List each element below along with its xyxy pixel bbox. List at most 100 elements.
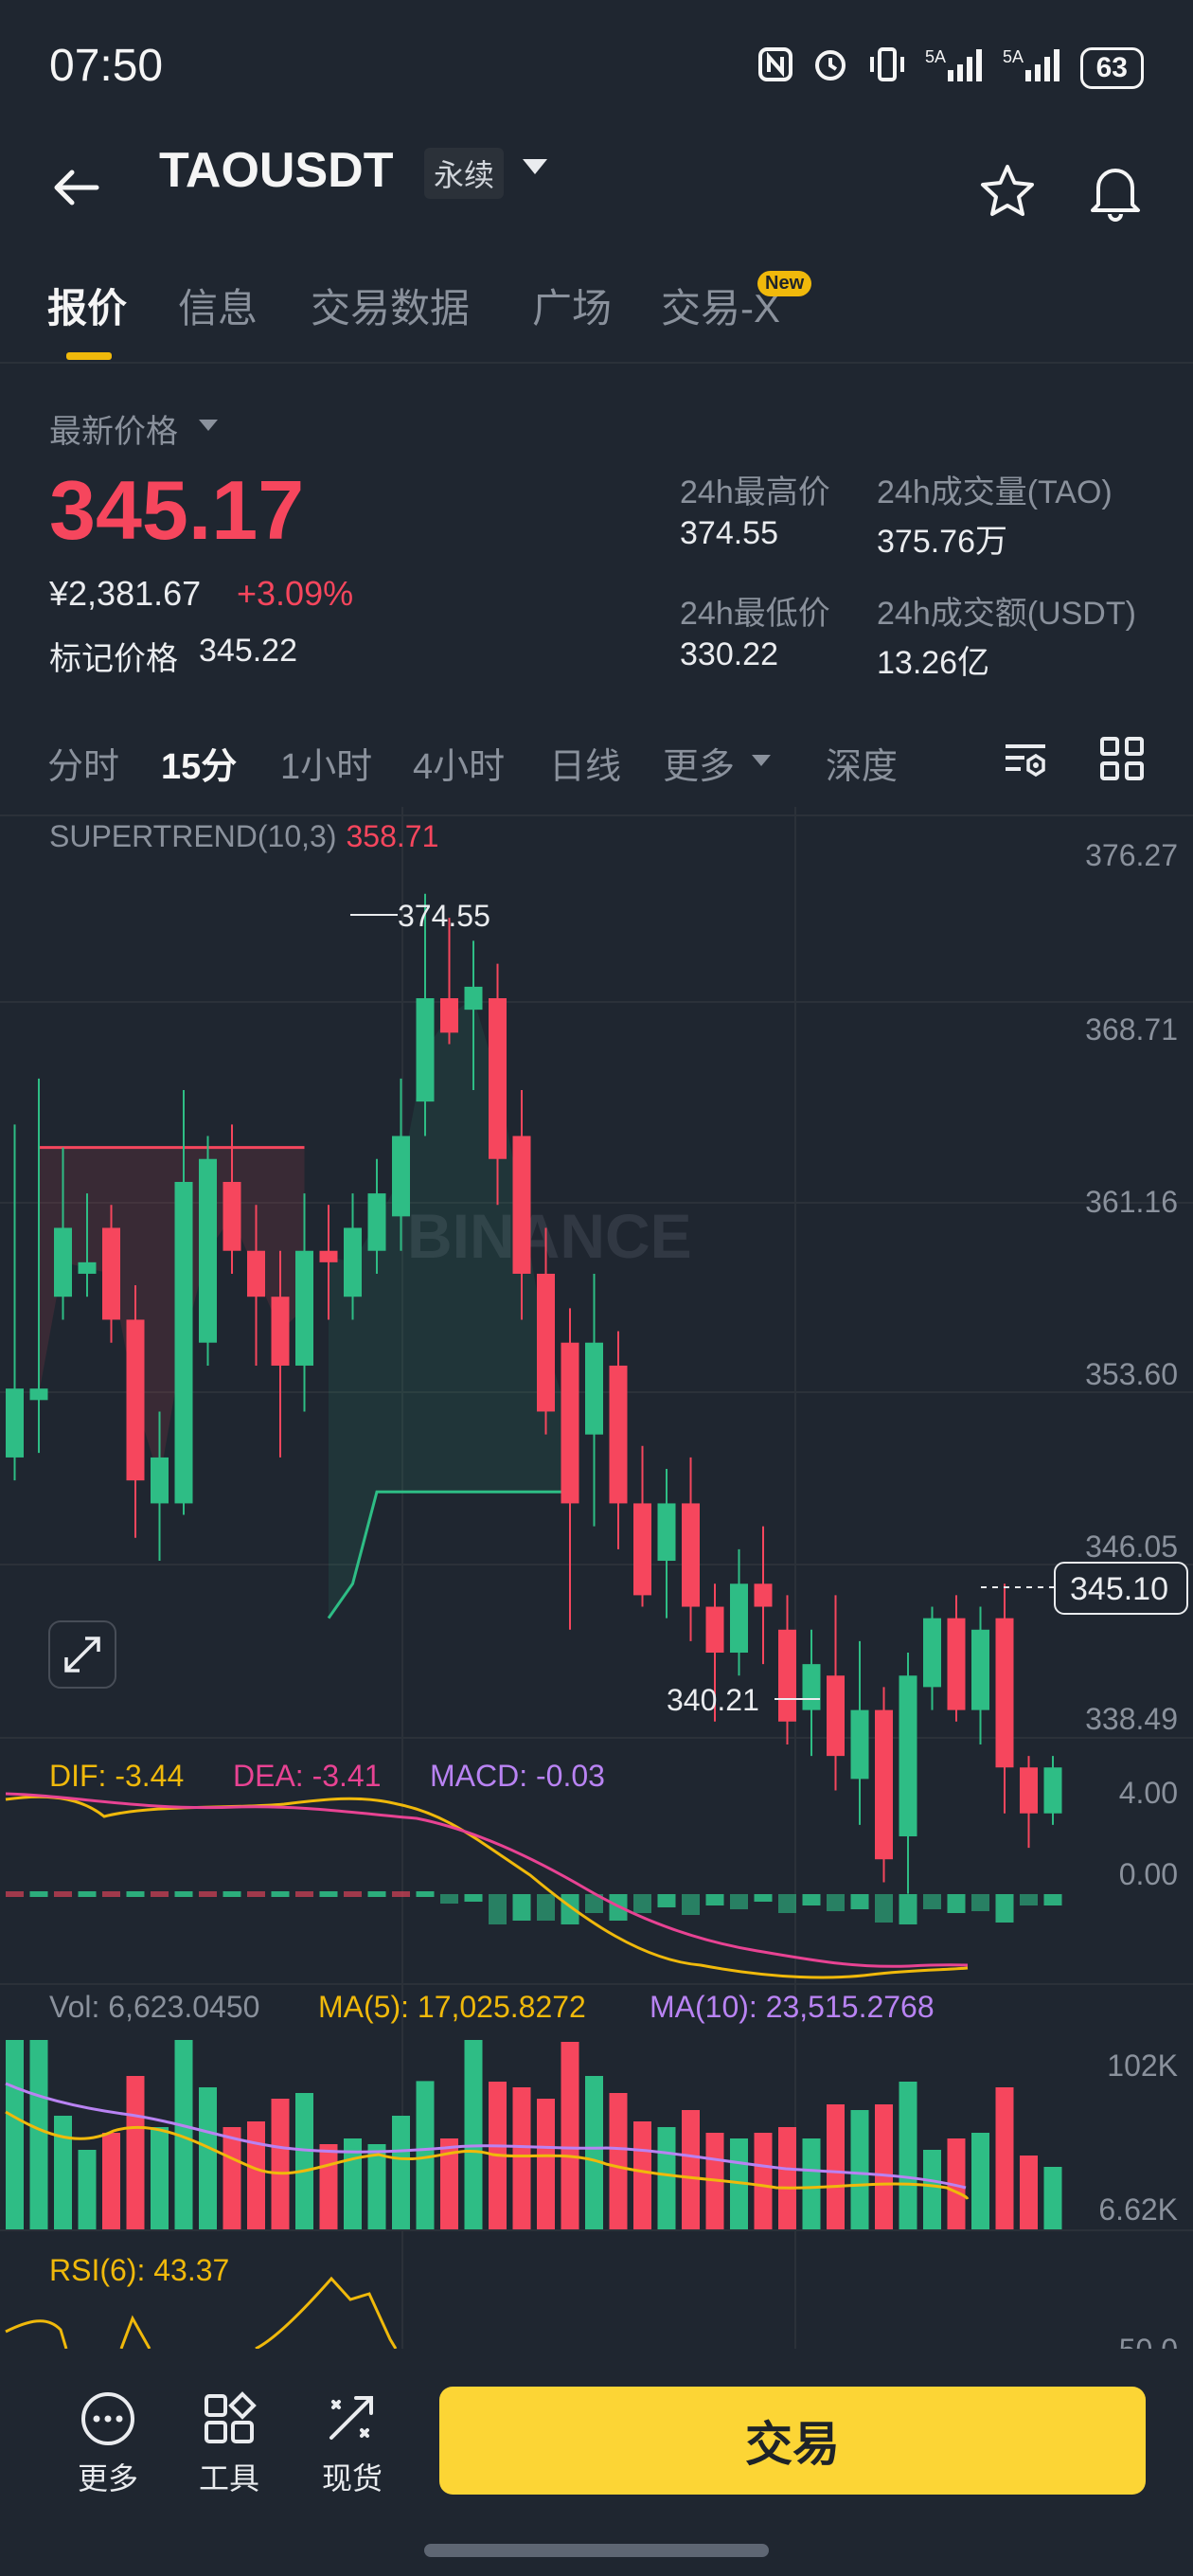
nfc-icon [757, 45, 794, 91]
dif-label: DIF: -3.44 [49, 1759, 184, 1793]
home-indicator[interactable] [424, 2544, 769, 2557]
chart-settings-icon[interactable] [1002, 735, 1049, 787]
volume-bar [561, 2042, 579, 2229]
candle-body [827, 1675, 845, 1757]
macd-bar [102, 1891, 120, 1897]
interval-1h[interactable]: 1小时 [280, 747, 373, 787]
volume-bar [223, 2127, 241, 2229]
high-marker-label: 374.55 [398, 899, 490, 933]
latest-price-dropdown-icon[interactable] [197, 417, 220, 438]
tools-button-label[interactable]: 工具 [199, 2461, 260, 2496]
volume-axis-tick: 6.62K [1098, 2192, 1178, 2227]
candle-body [802, 1664, 821, 1710]
spot-icon[interactable] [324, 2390, 381, 2452]
low-24h-label: 24h最低价 [680, 596, 830, 632]
candle-body [174, 1181, 193, 1504]
interval-timeshare[interactable]: 分时 [47, 747, 120, 787]
volume-bar [295, 2093, 313, 2229]
macd-bar [1020, 1894, 1038, 1905]
macd-bar [778, 1894, 796, 1913]
volume-bar [923, 2150, 941, 2229]
interval-15m[interactable]: 15分 [161, 747, 238, 787]
volume-bar [174, 2040, 193, 2229]
signal-icon-2: 5A [1003, 45, 1063, 91]
more-icon[interactable] [80, 2390, 136, 2452]
more-button-label[interactable]: 更多 [78, 2461, 139, 2496]
tab-bar [0, 275, 1193, 364]
candle-body [899, 1675, 917, 1836]
macd-bar [151, 1891, 169, 1897]
macd-bar [633, 1894, 651, 1913]
volume-bar [126, 2076, 145, 2229]
macd-bar [367, 1891, 386, 1897]
rsi-label: RSI(6): 43.37 [49, 2253, 229, 2287]
macd-bar [464, 1894, 483, 1902]
low-marker-label: 340.21 [667, 1683, 759, 1717]
back-arrow-icon[interactable] [49, 161, 102, 219]
more-dropdown-icon[interactable] [750, 752, 773, 774]
candle-body [1043, 1767, 1062, 1814]
kline-chart[interactable]: BINANCE 374.55 340.21 345.10 376.27 368.… [0, 807, 1193, 2349]
vibrate-icon [866, 45, 908, 91]
contract-type-badge[interactable]: 永续 [424, 148, 505, 199]
candle-body [705, 1606, 724, 1654]
signal-icon: 5A [925, 45, 986, 91]
volume-bar [54, 2116, 72, 2229]
price-axis-tick: 353.60 [1085, 1357, 1178, 1391]
macd-bar [392, 1891, 410, 1897]
volume-axis-tick: 102K [1107, 2048, 1178, 2083]
volume-bar [392, 2116, 410, 2229]
volume-bar [78, 2150, 97, 2229]
volume-bar [971, 2133, 989, 2229]
volume-bar [827, 2104, 845, 2229]
mark-price: 345.22 [199, 633, 297, 669]
volume-bar [850, 2110, 869, 2229]
volume-bar [29, 2040, 48, 2229]
grid-layout-icon[interactable] [1098, 735, 1146, 787]
candle-body [6, 1388, 24, 1458]
candle-body [609, 1365, 628, 1504]
latest-price-label[interactable]: 最新价格 [49, 414, 178, 450]
supertrend-up-line [327, 1490, 570, 1619]
macd-bar [730, 1894, 748, 1909]
volume-bar [416, 2081, 435, 2229]
candle-body [319, 1250, 338, 1262]
macd-bar [512, 1894, 531, 1921]
macd-bar [489, 1894, 507, 1924]
interval-more[interactable]: 更多 [663, 747, 736, 787]
spot-button-label[interactable]: 现货 [322, 2461, 383, 2496]
tools-icon[interactable] [201, 2390, 258, 2452]
macd-bar [947, 1894, 966, 1913]
low-24h: 330.22 [680, 636, 778, 672]
supertrend-value: 358.71 [346, 819, 438, 853]
tab-quote[interactable]: 报价 [47, 286, 128, 331]
candles [6, 893, 1062, 1894]
bell-icon[interactable] [1085, 159, 1146, 226]
macd-bar [1043, 1894, 1062, 1905]
new-badge: New [757, 271, 812, 296]
macd-bar [875, 1894, 893, 1923]
price-axis-tick: 376.27 [1085, 838, 1178, 872]
volume-bar [802, 2138, 821, 2229]
volume-bar [682, 2110, 700, 2229]
tab-info[interactable]: 信息 [178, 286, 258, 331]
volume-bar [440, 2138, 458, 2229]
tab-trade-x[interactable]: 交易-X [661, 286, 781, 331]
interval-daily[interactable]: 日线 [549, 747, 622, 787]
interval-depth[interactable]: 深度 [826, 747, 899, 787]
symbol-title[interactable]: TAOUSDT [159, 143, 394, 198]
candle-body [778, 1629, 796, 1722]
price-axis-tick: 368.71 [1085, 1012, 1178, 1046]
macd-bar [416, 1891, 435, 1897]
trade-button[interactable]: 交易 [439, 2387, 1146, 2495]
volume-bar [102, 2133, 120, 2229]
interval-4h[interactable]: 4小时 [413, 747, 506, 787]
tab-trading-data[interactable]: 交易数据 [311, 286, 471, 331]
candle-body [850, 1709, 869, 1780]
tab-square[interactable]: 广场 [532, 286, 613, 331]
symbol-dropdown-icon[interactable] [519, 153, 551, 183]
macd-bar [295, 1891, 313, 1897]
star-icon[interactable] [977, 161, 1038, 226]
status-time: 07:50 [49, 41, 164, 91]
macd-bar [585, 1894, 603, 1913]
